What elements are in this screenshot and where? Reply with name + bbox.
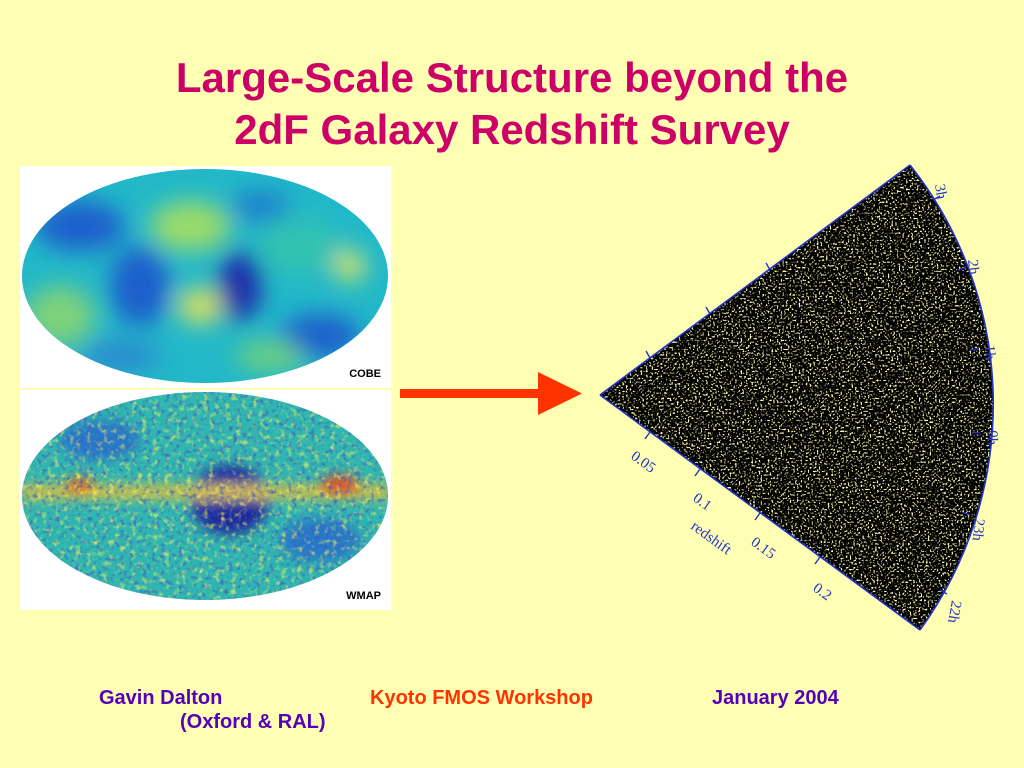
slide-title: Large-Scale Structure beyond the 2dF Gal… [0,52,1024,156]
redshift-tick-label: 0.1 [690,490,715,514]
ra-tick-marks [932,195,981,595]
redshift-axis-label: redshift [688,518,735,558]
wmap-label: WMAP [346,590,381,602]
slide-title-line-1: Large-Scale Structure beyond the [175,54,849,101]
wmap-map-image: WMAP [20,390,391,610]
redshift-wedge-plot: 0.05 0.1 0.15 0.2 redshift 3h 2h 1h 0h 2… [599,164,1000,631]
redshift-tick-marks [644,262,821,565]
ra-tick-label: 0h [983,430,1000,446]
ra-tick-label: 3h [931,183,949,201]
footer-affiliation: (Oxford & RAL) [180,711,326,733]
wedge-outline [599,164,995,631]
ra-tick-label: 1h [981,345,998,361]
footer-date: January 2004 [712,687,839,709]
redshift-tick-label: 0.2 [810,580,835,604]
footer-event: Kyoto FMOS Workshop [370,687,593,709]
ra-tick-label: 23h [969,518,987,543]
right-arrow-icon [400,372,582,415]
ra-tick-label: 2h [964,259,982,276]
galaxy-distribution [600,165,994,630]
wmap-sky-map [22,392,388,600]
footer-author: Gavin Dalton [99,687,223,709]
cobe-sky-map [22,169,388,383]
slide-title-line-2: 2dF Galaxy Redshift Survey [234,106,790,153]
redshift-tick-label: 0.15 [748,534,779,562]
redshift-tick-label: 0.05 [628,448,659,476]
cobe-map-image: COBE [20,166,391,388]
cobe-label: COBE [349,368,381,380]
ra-tick-label: 22h [944,599,964,624]
